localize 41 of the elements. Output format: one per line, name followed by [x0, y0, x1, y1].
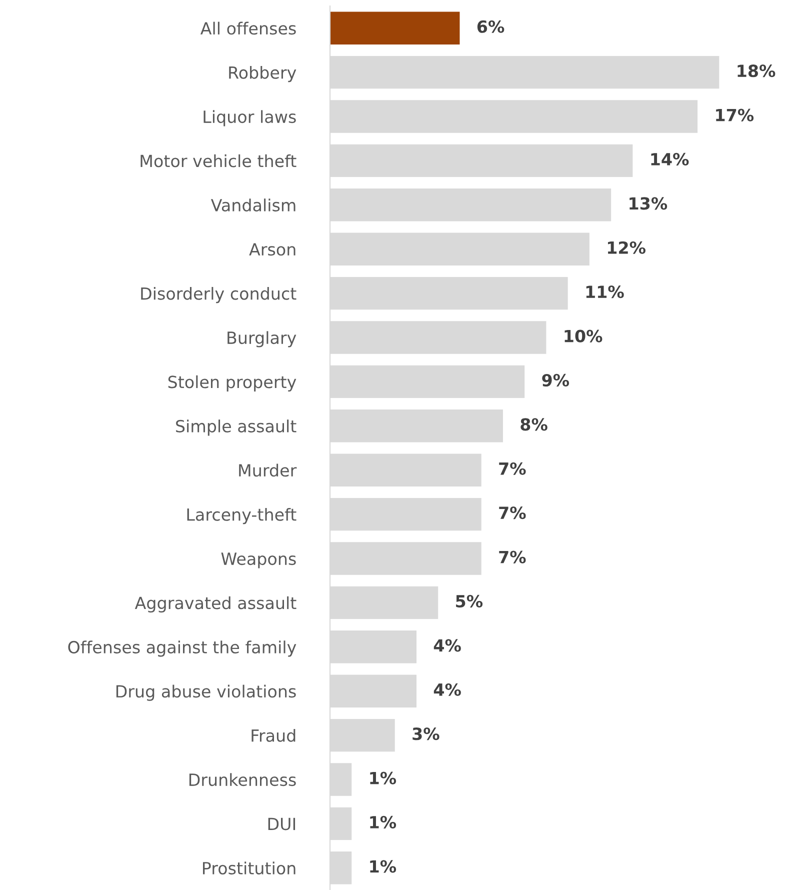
y-tick-label: Larceny-theft [187, 508, 296, 524]
data-label: 1% [370, 860, 396, 873]
y-tick-label: Robbery [229, 66, 296, 82]
y-tick-label: Disorderly conduct [141, 286, 296, 304]
data-label: 18% [738, 64, 776, 78]
y-tick-label: All offenses [200, 22, 296, 35]
y-tick-label: Arson [249, 243, 296, 256]
data-label: 1% [370, 772, 396, 784]
y-tick-label: Fraud [252, 728, 296, 742]
data-label: 7% [499, 462, 526, 475]
data-label: 17% [716, 108, 754, 122]
data-label: 1% [370, 816, 396, 829]
data-label: 11% [586, 286, 624, 298]
y-tick-label: Stolen property [168, 375, 296, 392]
y-tick-label: Vandalism [210, 198, 296, 212]
y-tick-label: Burglary [228, 331, 296, 348]
data-label: 14% [651, 152, 689, 166]
data-label: 4% [434, 639, 461, 652]
data-label: 5% [456, 594, 483, 608]
data-label: 3% [412, 728, 440, 740]
y-tick-label: Simple assault [176, 420, 296, 436]
y-tick-label: Drug abuse violations [116, 684, 296, 701]
data-label: 4% [434, 683, 461, 696]
data-label: 7% [499, 506, 526, 520]
y-tick-label: Murder [239, 464, 297, 477]
y-tick-label: Offenses against the family [68, 640, 296, 657]
y-tick-label: Weapons [221, 552, 296, 568]
data-label: 10% [564, 330, 602, 342]
data-label: 13% [630, 197, 668, 210]
data-label: 8% [520, 418, 548, 431]
y-tick-label: Liquor laws [204, 110, 296, 126]
y-tick-label: Drunkenness [189, 773, 296, 786]
y-tick-label: Aggravated assault [134, 596, 296, 612]
data-label: 7% [499, 550, 526, 564]
data-label: 12% [608, 241, 646, 254]
data-label: 6% [477, 20, 504, 33]
y-tick-label: Motor vehicle theft [140, 154, 296, 168]
y-tick-label: Prostitution [203, 862, 296, 874]
data-label: 9% [542, 374, 570, 387]
bar [330, 12, 460, 44]
y-tick-label: DUI [268, 818, 296, 830]
